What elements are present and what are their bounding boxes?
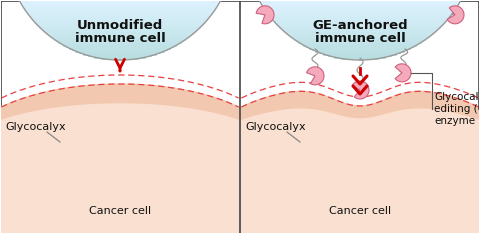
Bar xyxy=(328,55,392,57)
Bar xyxy=(24,9,216,11)
Bar xyxy=(296,40,424,42)
Bar xyxy=(23,6,217,7)
Bar xyxy=(63,45,177,47)
Text: Cancer cell: Cancer cell xyxy=(89,206,151,216)
Bar xyxy=(341,58,379,60)
Bar xyxy=(266,12,454,14)
Text: Glycocalyx: Glycocalyx xyxy=(5,122,66,132)
Bar xyxy=(319,52,401,54)
Bar xyxy=(309,48,411,50)
Wedge shape xyxy=(352,81,369,99)
Bar xyxy=(19,0,221,1)
Bar xyxy=(334,57,386,58)
Bar xyxy=(88,55,152,57)
Bar xyxy=(52,37,188,39)
Bar xyxy=(72,50,168,51)
Bar xyxy=(26,12,214,14)
Bar xyxy=(69,48,171,50)
Wedge shape xyxy=(307,67,324,85)
Bar xyxy=(41,29,199,30)
Bar xyxy=(32,19,208,21)
Bar xyxy=(48,34,192,36)
Bar xyxy=(300,44,420,45)
Bar xyxy=(262,4,458,6)
Bar xyxy=(79,52,161,54)
Bar xyxy=(56,40,184,42)
Bar xyxy=(264,9,456,11)
Bar xyxy=(265,11,455,12)
Bar xyxy=(28,14,212,15)
Bar xyxy=(271,18,449,19)
Bar xyxy=(283,30,437,32)
Polygon shape xyxy=(241,91,479,234)
Bar xyxy=(259,0,461,1)
Text: Glycocalyx-
editing (GE)
enzyme: Glycocalyx- editing (GE) enzyme xyxy=(434,91,480,126)
Bar xyxy=(94,57,146,58)
Bar xyxy=(274,21,446,22)
Bar xyxy=(66,47,174,48)
Bar xyxy=(38,26,202,27)
Bar xyxy=(268,14,452,15)
Bar xyxy=(272,19,448,21)
Bar xyxy=(270,17,450,18)
Bar xyxy=(275,22,445,24)
Bar xyxy=(303,45,417,47)
Bar xyxy=(50,36,190,37)
Bar xyxy=(324,54,396,55)
Bar xyxy=(315,51,405,52)
Bar xyxy=(312,50,408,51)
Wedge shape xyxy=(447,6,464,24)
Bar xyxy=(101,58,139,60)
Bar xyxy=(286,33,434,34)
Bar xyxy=(263,6,457,7)
Text: GE-anchored: GE-anchored xyxy=(312,19,408,32)
Bar xyxy=(84,54,156,55)
Bar xyxy=(21,3,219,4)
Bar xyxy=(260,1,460,3)
Bar xyxy=(279,27,441,29)
Bar xyxy=(281,29,439,30)
Text: immune cell: immune cell xyxy=(314,32,406,45)
Bar xyxy=(278,26,442,27)
Bar xyxy=(292,37,428,39)
Bar xyxy=(284,32,436,33)
Bar xyxy=(46,33,194,34)
Bar xyxy=(298,42,422,44)
Polygon shape xyxy=(241,109,479,234)
Bar xyxy=(43,30,197,32)
Wedge shape xyxy=(256,6,274,24)
Bar xyxy=(44,32,196,33)
Bar xyxy=(35,22,205,24)
Bar xyxy=(294,39,426,40)
Text: Cancer cell: Cancer cell xyxy=(329,206,391,216)
Polygon shape xyxy=(1,84,239,234)
Bar xyxy=(290,36,430,37)
Bar xyxy=(30,17,210,18)
Bar xyxy=(39,27,201,29)
Bar xyxy=(264,7,456,9)
Bar xyxy=(20,1,220,3)
Bar xyxy=(288,34,432,36)
Bar xyxy=(269,15,451,17)
Bar xyxy=(29,15,211,17)
Text: Unmodified: Unmodified xyxy=(77,19,163,32)
Bar xyxy=(22,4,218,6)
Bar xyxy=(31,18,209,19)
Bar xyxy=(36,24,204,26)
Bar xyxy=(54,39,186,40)
Wedge shape xyxy=(395,64,411,82)
Text: immune cell: immune cell xyxy=(74,32,166,45)
Bar xyxy=(60,44,180,45)
Polygon shape xyxy=(1,104,239,234)
Text: Glycocalyx: Glycocalyx xyxy=(245,122,306,132)
Bar xyxy=(261,3,459,4)
Bar xyxy=(276,24,444,26)
Bar xyxy=(58,42,182,44)
Bar xyxy=(34,21,206,22)
Bar xyxy=(25,11,215,12)
Bar xyxy=(24,7,216,9)
Bar xyxy=(306,47,414,48)
Bar xyxy=(75,51,165,52)
